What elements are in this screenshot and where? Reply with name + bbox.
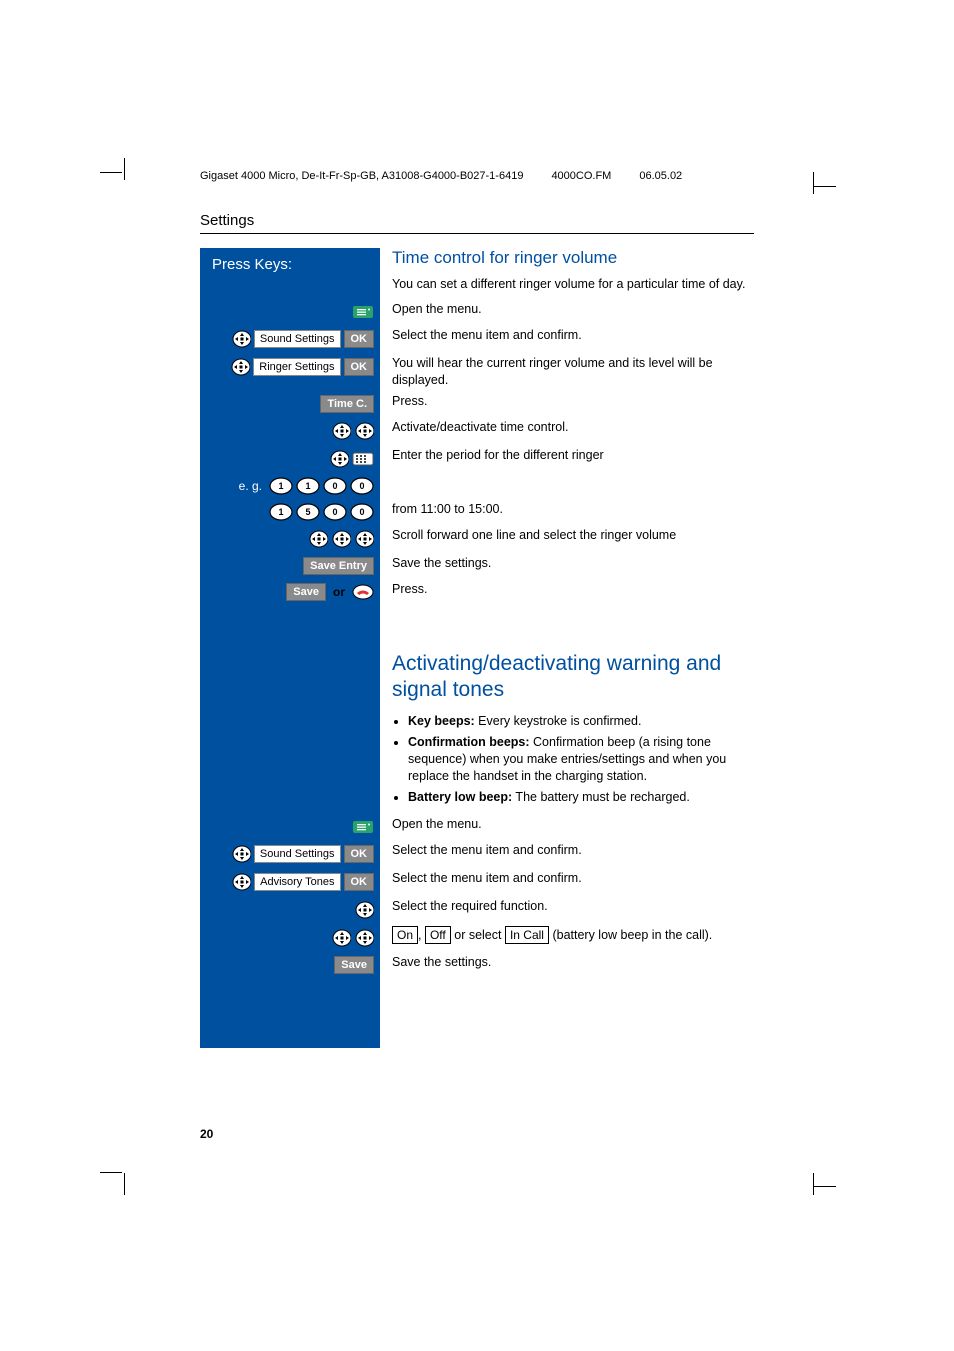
doc-id: Gigaset 4000 Micro, De-It-Fr-Sp-GB, A310…: [200, 170, 523, 182]
file-name: 4000CO.FM: [551, 170, 611, 182]
date: 06.05.02: [639, 170, 682, 182]
step2-advisory-tones: Advisory TonesOKSelect the menu item and…: [200, 870, 754, 894]
hangup-key-icon: [352, 584, 374, 600]
step-save-entry: Save EntrySave the settings.: [200, 555, 754, 577]
svg-text:1: 1: [278, 507, 283, 517]
step-scroll: Scroll forward one line and select the r…: [200, 527, 754, 551]
sound-settings-label: Sound Settings: [254, 845, 341, 863]
nav-key-icon: [230, 357, 250, 377]
or-select-text: or select: [451, 928, 505, 942]
step2-open-menu: Open the menu.: [200, 816, 754, 838]
ok-button: OK: [344, 845, 375, 863]
time-control-heading: Time control for ringer volume: [392, 248, 754, 268]
ok-button: OK: [344, 330, 375, 348]
time-c-button: Time C.: [320, 395, 374, 413]
crop-mark: [814, 1186, 836, 1187]
in-call-option: In Call: [505, 926, 549, 944]
nav-key-icon: [354, 421, 374, 441]
step-open-menu: Open the menu.: [200, 301, 754, 323]
section-title: Settings: [200, 212, 754, 229]
svg-text:0: 0: [359, 481, 364, 491]
dialpad-icon: [352, 452, 374, 466]
nav-key-icon: [231, 844, 251, 864]
running-header: Gigaset 4000 Micro, De-It-Fr-Sp-GB, A310…: [200, 170, 754, 182]
nav-key-icon: [331, 529, 351, 549]
nav-key-icon: [354, 900, 374, 920]
bullet-item: Key beeps: Every keystroke is confirmed.: [408, 713, 754, 730]
advisory-tones-label: Advisory Tones: [254, 873, 340, 891]
digit-key-icon: 5: [296, 503, 320, 521]
digit-key-icon: 1: [296, 477, 320, 495]
press-keys-heading: Press Keys:: [208, 254, 374, 283]
on-option: On: [392, 926, 418, 944]
svg-text:1: 1: [305, 481, 310, 491]
page-number: 20: [200, 1127, 213, 1141]
bullet-text: Every keystroke is confirmed.: [475, 714, 642, 728]
save-button: Save: [334, 956, 374, 974]
ok-button: OK: [344, 873, 375, 891]
digit-key-icon: 0: [323, 477, 347, 495]
nav-key-icon: [331, 421, 351, 441]
comma: ,: [418, 928, 425, 942]
nav-key-icon: [231, 872, 251, 892]
step2-save: SaveSave the settings.: [200, 954, 754, 976]
svg-text:5: 5: [305, 507, 310, 517]
section-rule: [200, 233, 754, 234]
eg-prefix: e. g.: [239, 479, 262, 493]
digit-key-icon: 0: [350, 503, 374, 521]
menu-key-icon: [352, 820, 374, 834]
bullet-term: Key beeps:: [408, 714, 475, 728]
step-example-keys-2: 1500from 11:00 to 15:00.: [200, 501, 754, 523]
digit-key-icon: 1: [269, 477, 293, 495]
step2-select-function: Select the required function.: [200, 898, 754, 922]
page: Gigaset 4000 Micro, De-It-Fr-Sp-GB, A310…: [0, 0, 954, 1351]
svg-text:1: 1: [278, 481, 283, 491]
ok-button: OK: [344, 358, 375, 376]
sound-settings-label: Sound Settings: [254, 330, 341, 348]
step2-on-off: On, Off or select In Call (battery low b…: [200, 926, 754, 950]
warning-tones-heading: Activating/deactivating warning and sign…: [392, 651, 754, 704]
step-save-or-hangup: SaveorPress.: [200, 581, 754, 603]
crop-mark: [814, 186, 836, 187]
step-example-keys-1: e. g. 1 1 0 0: [200, 475, 754, 497]
crop-mark: [124, 158, 125, 180]
nav-key-icon: [329, 449, 349, 469]
tail-text: (battery low beep in the call).: [552, 928, 712, 942]
step-activate: Activate/deactivate time control.: [200, 419, 754, 443]
bullet-item: Battery low beep: The battery must be re…: [408, 789, 754, 806]
bullet-term: Confirmation beeps:: [408, 735, 530, 749]
bullet-item: Confirmation beeps: Confirmation beep (a…: [408, 734, 754, 785]
nav-key-icon: [354, 928, 374, 948]
step-sound-settings: Sound SettingsOKSelect the menu item and…: [200, 327, 754, 351]
nav-key-icon: [308, 529, 328, 549]
save-entry-button: Save Entry: [303, 557, 374, 575]
crop-mark: [100, 172, 122, 173]
nav-key-icon: [231, 329, 251, 349]
step-ringer-settings: Ringer SettingsOKYou will hear the curre…: [200, 355, 754, 389]
digit-key-icon: 1: [269, 503, 293, 521]
off-option: Off: [425, 926, 451, 944]
nav-key-icon: [354, 529, 374, 549]
menu-key-icon: [352, 305, 374, 319]
crop-mark: [813, 1173, 814, 1195]
crop-mark: [813, 172, 814, 194]
step-time-c: Time C.Press.: [200, 393, 754, 415]
svg-text:0: 0: [332, 507, 337, 517]
warning-tones-bullets: Key beeps: Every keystroke is confirmed.…: [392, 713, 754, 805]
ringer-settings-label: Ringer Settings: [253, 358, 340, 376]
svg-text:0: 0: [359, 507, 364, 517]
bullet-term: Battery low beep:: [408, 790, 512, 804]
step-enter-period: Enter the period for the different ringe…: [200, 447, 754, 471]
bullet-text: The battery must be recharged.: [512, 790, 690, 804]
step2-sound-settings: Sound SettingsOKSelect the menu item and…: [200, 842, 754, 866]
svg-text:0: 0: [332, 481, 337, 491]
save-button: Save: [286, 583, 326, 601]
or-text: or: [333, 585, 345, 599]
time-control-intro: You can set a different ringer volume fo…: [392, 276, 754, 293]
digit-key-icon: 0: [350, 477, 374, 495]
crop-mark: [100, 1172, 122, 1173]
digit-key-icon: 0: [323, 503, 347, 521]
nav-key-icon: [331, 928, 351, 948]
crop-mark: [124, 1173, 125, 1195]
